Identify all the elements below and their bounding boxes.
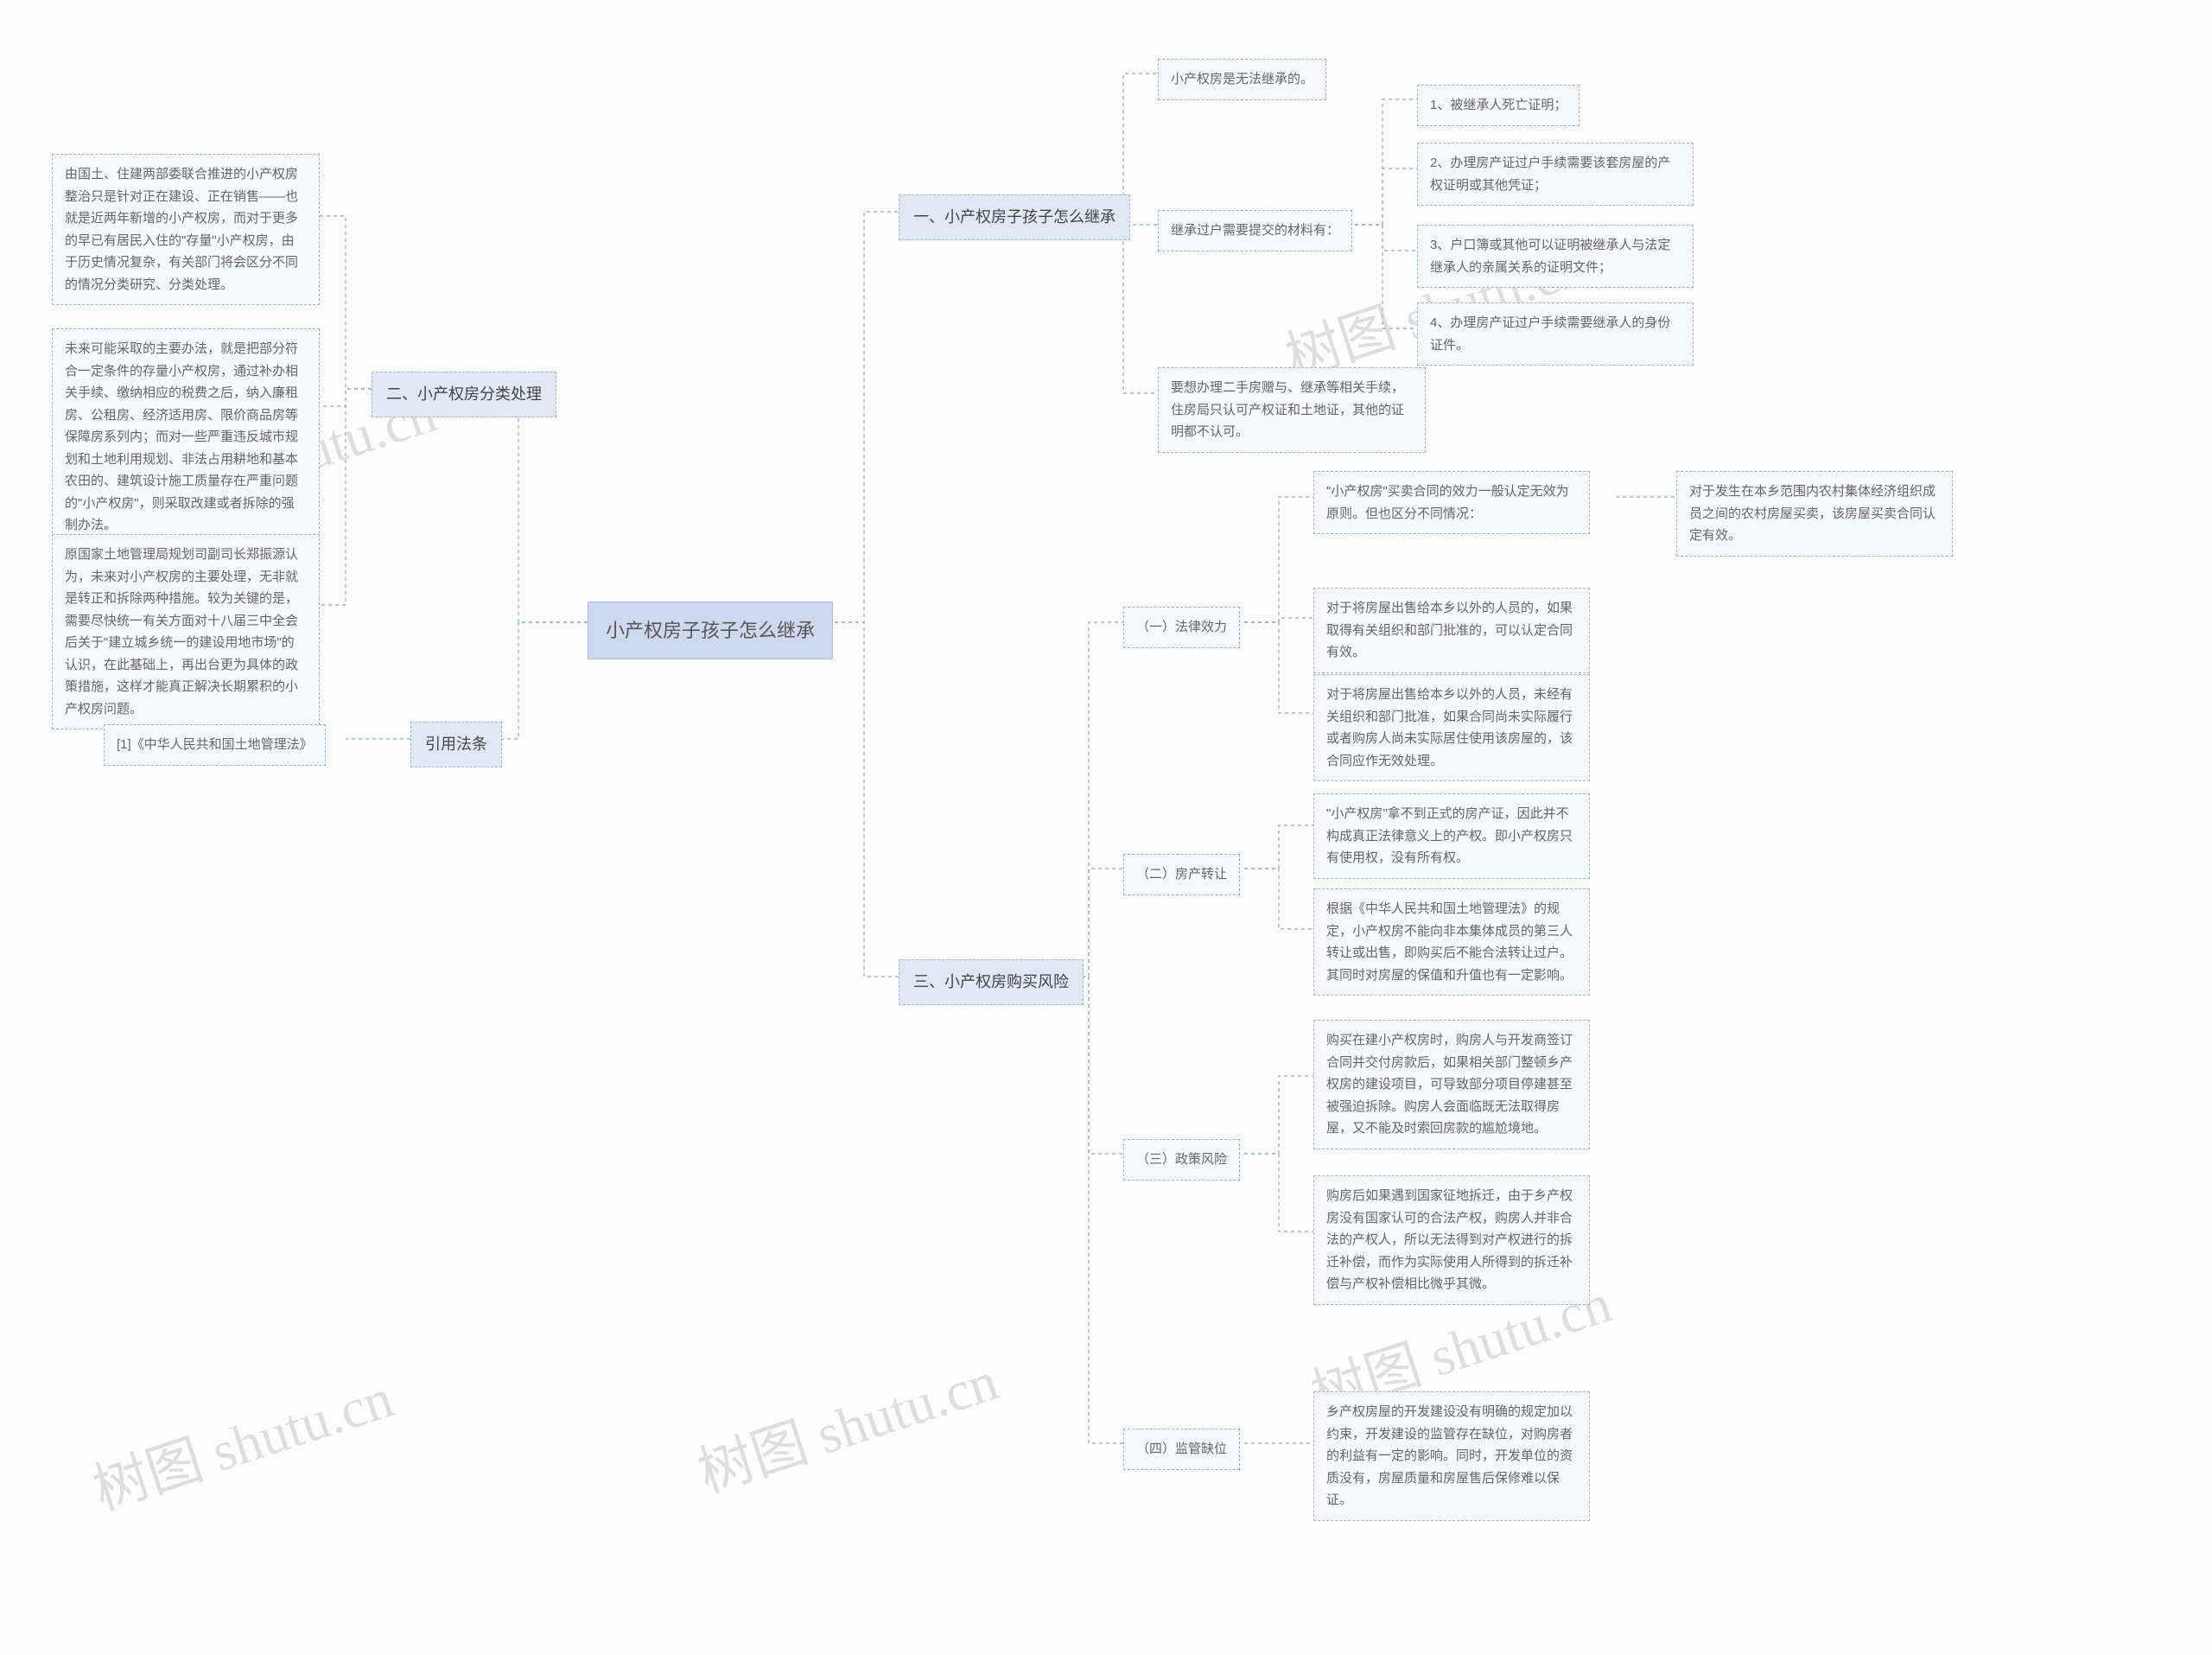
- law-ref-leaf: [1]《中华人民共和国土地管理法》: [104, 724, 326, 766]
- risk-legal-c2: 对于将房屋出售给本乡以外的人员的，如果取得有关组织和部门批准的，可以认定合同有效…: [1313, 588, 1590, 673]
- risk-legal-c3: 对于将房屋出售给本乡以外的人员，未经有关组织和部门批准，如果合同尚未实际履行或者…: [1313, 674, 1590, 781]
- risk-policy: （三）政策风险: [1123, 1139, 1240, 1181]
- classify-leaf-3: 原国家土地管理局规划司副司长郑振源认为，未来对小产权房的主要处理，无非就是转正和…: [52, 534, 320, 729]
- risk-supervise: （四）监管缺位: [1123, 1429, 1240, 1470]
- inherit-leaf-2: 继承过户需要提交的材料有：: [1158, 210, 1352, 251]
- risk-legal-c1: "小产权房"买卖合同的效力一般认定无效为原则。但也区分不同情况：: [1313, 471, 1590, 534]
- branch-classify: 二、小产权房分类处理: [372, 372, 556, 417]
- inherit-mat-4: 4、办理房产证过户手续需要继承人的身份证件。: [1417, 302, 1694, 366]
- risk-supervise-c1: 乡产权房屋的开发建设没有明确的规定加以约束，开发建设的监管存在缺位，对购房者的利…: [1313, 1391, 1590, 1521]
- inherit-leaf-3: 要想办理二手房赠与、继承等相关手续，住房局只认可产权证和土地证，其他的证明都不认…: [1158, 367, 1426, 453]
- root-node: 小产权房子孩子怎么继承: [588, 602, 833, 659]
- risk-legal: （一）法律效力: [1123, 607, 1240, 648]
- risk-transfer-c1: "小产权房"拿不到正式的房产证，因此并不构成真正法律意义上的产权。即小产权房只有…: [1313, 793, 1590, 879]
- classify-leaf-2: 未来可能采取的主要办法，就是把部分符合一定条件的存量小产权房，通过补办相关手续、…: [52, 328, 320, 546]
- connector-layer: [0, 0, 2212, 1655]
- branch-inherit: 一、小产权房子孩子怎么继承: [899, 194, 1130, 240]
- classify-leaf-1: 由国土、住建两部委联合推进的小产权房整治只是针对正在建设、正在销售——也就是近两…: [52, 154, 320, 305]
- inherit-leaf-1: 小产权房是无法继承的。: [1158, 59, 1326, 100]
- branch-law-ref: 引用法条: [410, 722, 502, 767]
- risk-policy-c1: 购买在建小产权房时，购房人与开发商签订合同并交付房款后，如果相关部门整顿乡产权房…: [1313, 1020, 1590, 1149]
- risk-legal-c1-sub: 对于发生在本乡范围内农村集体经济组织成员之间的农村房屋买卖，该房屋买卖合同认定有…: [1676, 471, 1953, 557]
- inherit-mat-2: 2、办理房产证过户手续需要该套房屋的产权证明或其他凭证；: [1417, 143, 1694, 206]
- inherit-mat-1: 1、被继承人死亡证明；: [1417, 85, 1580, 126]
- risk-transfer-c2: 根据《中华人民共和国土地管理法》的规定，小产权房不能向非本集体成员的第三人转让或…: [1313, 888, 1590, 996]
- risk-transfer: （二）房产转让: [1123, 854, 1240, 895]
- inherit-mat-3: 3、户口簿或其他可以证明被继承人与法定继承人的亲属关系的证明文件；: [1417, 225, 1694, 288]
- risk-policy-c2: 购房后如果遇到国家征地拆迁，由于乡产权房没有国家认可的合法产权，购房人并非合法的…: [1313, 1175, 1590, 1305]
- watermark: 树图 shutu.cn: [82, 1354, 402, 1525]
- watermark: 树图 shutu.cn: [687, 1337, 1007, 1508]
- branch-risk: 三、小产权房购买风险: [899, 959, 1084, 1005]
